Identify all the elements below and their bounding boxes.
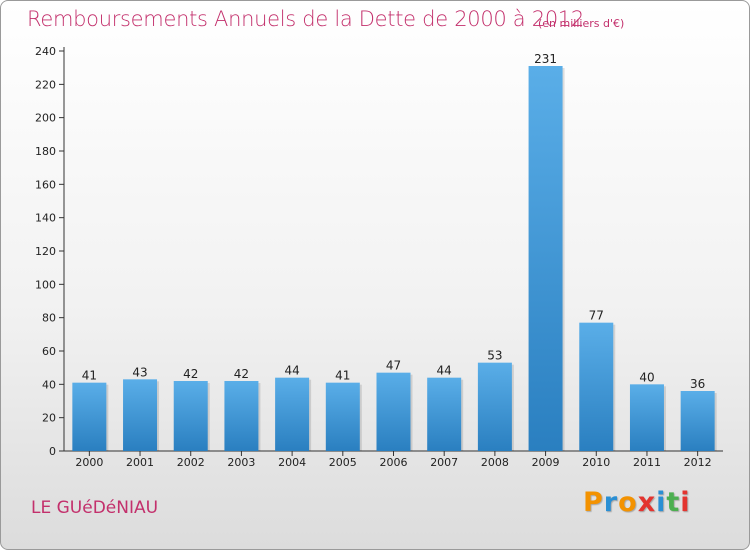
y-tick-label: 240 [35, 45, 56, 58]
y-tick-label: 80 [42, 312, 56, 325]
bar-value-label: 231 [534, 52, 557, 66]
bar [376, 372, 411, 451]
y-tick-label: 20 [42, 412, 56, 425]
bar-value-label: 53 [487, 349, 502, 363]
chart-subtitle: (en milliers d'€) [538, 17, 625, 30]
logo-letter: i [656, 487, 667, 518]
y-tick-label: 0 [49, 445, 56, 458]
y-tick-label: 40 [42, 378, 56, 391]
bar [477, 362, 512, 451]
x-tick-label: 2008 [481, 456, 509, 469]
bar-value-label: 77 [589, 309, 604, 323]
x-tick-label: 2000 [75, 456, 103, 469]
x-tick-label: 2002 [177, 456, 205, 469]
bar [629, 384, 664, 451]
x-tick-label: 2006 [380, 456, 408, 469]
y-tick-label: 120 [35, 245, 56, 258]
bar [325, 382, 360, 451]
bar [427, 377, 462, 451]
bar-value-label: 40 [639, 370, 654, 384]
logo-letter: r [603, 487, 619, 518]
logo-letter: P [583, 487, 604, 518]
y-tick-label: 220 [35, 78, 56, 91]
chart-title: Remboursements Annuels de la Dette de 20… [27, 7, 584, 31]
bar [173, 381, 208, 451]
x-tick-label: 2012 [684, 456, 712, 469]
bar-value-label: 41 [82, 369, 97, 383]
x-tick-label: 2003 [227, 456, 255, 469]
commune-name: LE GUéDéNIAU [31, 498, 159, 518]
bar-value-label: 44 [284, 364, 299, 378]
y-tick-label: 60 [42, 345, 56, 358]
bar [123, 379, 158, 451]
x-tick-label: 2001 [126, 456, 154, 469]
x-tick-label: 2004 [278, 456, 306, 469]
bar-value-label: 41 [335, 369, 350, 383]
bar-value-label: 36 [690, 377, 705, 391]
bar-value-label: 42 [234, 367, 249, 381]
y-tick-label: 200 [35, 112, 56, 125]
y-tick-label: 140 [35, 212, 56, 225]
logo-letter: o [618, 487, 638, 518]
bar-value-label: 42 [183, 367, 198, 381]
logo-letter: i [680, 487, 691, 518]
x-tick-label: 2010 [582, 456, 610, 469]
bar-value-label: 44 [437, 364, 452, 378]
bar-value-label: 47 [386, 359, 401, 373]
x-tick-label: 2007 [430, 456, 458, 469]
proxiti-logo[interactable]: Proxiti [583, 487, 691, 518]
bar [224, 381, 259, 451]
bar [680, 391, 715, 451]
x-tick-label: 2009 [532, 456, 560, 469]
y-tick-label: 160 [35, 178, 56, 191]
logo-letter: t [666, 487, 681, 518]
y-tick-label: 100 [35, 278, 56, 291]
x-tick-label: 2005 [329, 456, 357, 469]
bar [72, 382, 107, 451]
x-tick-label: 2011 [633, 456, 661, 469]
logo-letter: x [637, 487, 657, 518]
bar [528, 66, 563, 451]
bar-value-label: 43 [132, 365, 147, 379]
y-tick-label: 180 [35, 145, 56, 158]
bar [275, 377, 310, 451]
bar [579, 322, 614, 451]
